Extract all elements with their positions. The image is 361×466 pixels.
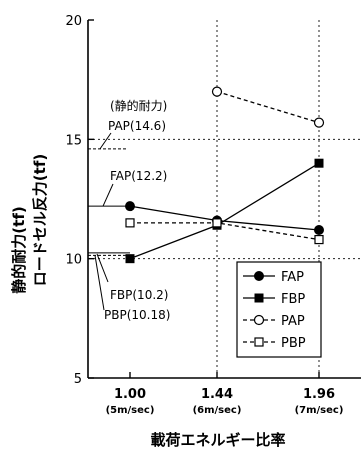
data-point-fbp [125,254,135,264]
data-point-pap [211,86,223,97]
y-axis-label: 静的耐力(tf) [10,206,28,293]
legend: FAP FBP PAP PBP [236,261,322,358]
series-line-pbp [130,222,320,241]
static-annotation-leader [94,255,105,311]
x-tick-label: 1.96 [303,387,335,402]
x-tick-label: 1.44 [201,387,233,402]
legend-marker-pbp [254,337,264,347]
y-axis-label: ロードセル反力(tf) [31,154,49,286]
y-tick-label: 5 [74,372,82,387]
static-annotation-label: PAP(14.6) [108,119,166,133]
x-axis-label: 載荷エネルギー比率 [150,431,285,449]
x-tick-label: 1.00 [114,387,146,402]
x-tick-sublabel: (6m/sec) [193,405,242,416]
static-annotation-label: FAP(12.2) [110,169,167,183]
static-annotation-leader [99,132,112,150]
legend-label-pbp: PBP [281,336,306,351]
legend-label-fbp: FBP [281,292,305,307]
legend-box [236,261,322,358]
y-ticks: 5 10 15 20 [65,14,94,387]
series-line-pap [216,90,320,124]
legend-marker-pap [253,314,265,326]
static-annotation-label: FBP(10.2) [110,288,168,302]
x-tick-sublabel: (7m/sec) [295,405,344,416]
static-annotation-title: (静的耐力) [110,98,167,113]
legend-label-fap: FAP [281,270,304,285]
data-point-pbp [212,218,222,228]
data-point-pbp [314,234,324,245]
static-annotations: (静的耐力) PAP(14.6) FAP(12.2) FBP(10.2) PBP(10.… [88,98,170,322]
data-point-fap [314,225,324,236]
legend-label-pap: PAP [281,314,305,329]
y-tick-label: 15 [65,133,82,148]
y-tick-label: 10 [65,253,82,268]
axes [87,20,361,379]
static-annotation-leader [102,183,114,207]
legend-marker-fbp [254,293,264,303]
static-annotation-leader [96,253,109,283]
data-point-pap [313,117,325,128]
series-line-fap [129,205,320,231]
x-categories: 1.00 (5m/sec) 1.44 (6m/sec) 1.96 (7m/sec) [106,372,344,416]
legend-marker-fap [254,271,264,281]
data-point-pbp [125,218,135,228]
data-point-fbp [314,158,324,168]
x-tick-sublabel: (5m/sec) [106,405,155,416]
axis-labels: 静的耐力(tf) ロードセル反力(tf) 載荷エネルギー比率 [10,154,286,449]
y-tick-label: 20 [65,14,82,29]
static-annotation-label: PBP(10.18) [104,308,170,322]
